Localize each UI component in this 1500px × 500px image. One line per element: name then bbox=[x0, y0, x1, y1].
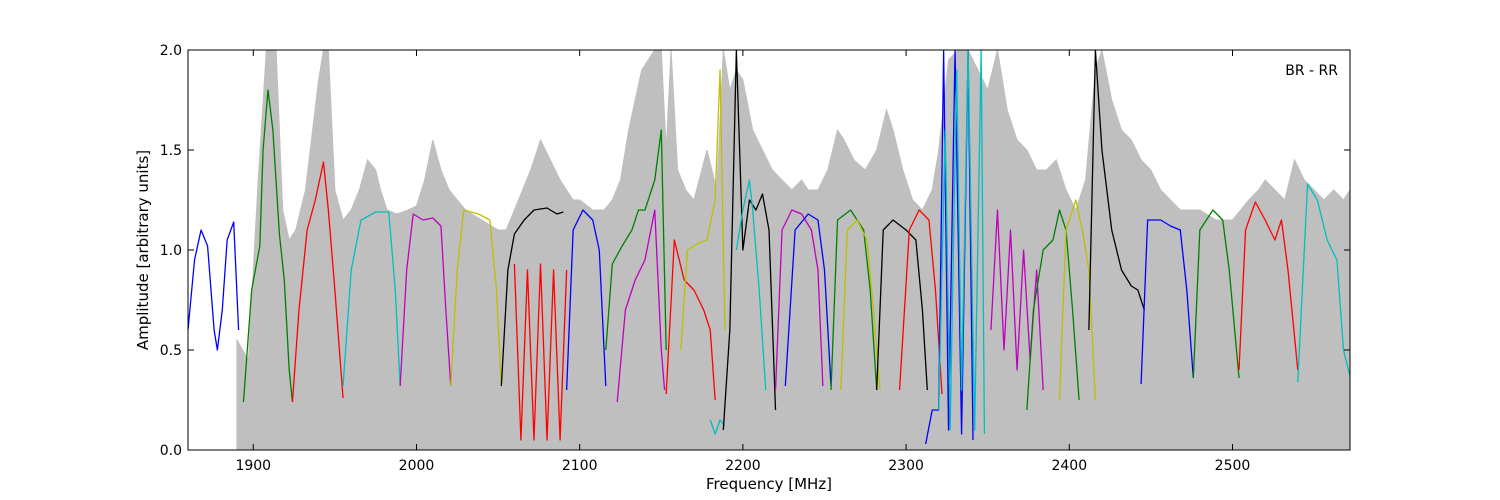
series-line-28-0 bbox=[1140, 219, 1194, 385]
series-line-7-0 bbox=[513, 263, 568, 441]
x-axis: 1900 2000 2100 2200 2300 2400 2500 bbox=[235, 50, 1250, 474]
series-line-3-0 bbox=[342, 211, 401, 387]
series-line-4-0 bbox=[399, 213, 452, 387]
series-line-27-0 bbox=[1088, 50, 1145, 331]
series-line-16-0 bbox=[774, 209, 824, 391]
series-line-29-0 bbox=[1192, 209, 1240, 379]
x-tick-label: 2500 bbox=[1215, 458, 1251, 474]
series-line-31-0 bbox=[1297, 183, 1350, 383]
y-tick-label: 1.0 bbox=[160, 243, 182, 259]
series-line-6-0 bbox=[500, 207, 564, 387]
series-group bbox=[188, 50, 1350, 445]
series-line-11-0 bbox=[665, 239, 716, 401]
x-tick-label: 2200 bbox=[725, 458, 761, 474]
x-tick-label: 1900 bbox=[235, 458, 271, 474]
series-line-14-0 bbox=[722, 50, 777, 431]
y-axis: 0.0 0.5 1.0 1.5 2.0 bbox=[160, 43, 1350, 459]
x-tick-label: 2100 bbox=[562, 458, 598, 474]
x-tick-label: 2000 bbox=[399, 458, 435, 474]
series-line-19-0 bbox=[840, 219, 881, 391]
series-line-8-0 bbox=[565, 209, 607, 391]
series-line-5-0 bbox=[450, 209, 502, 387]
x-axis-label: Frequency [MHz] bbox=[706, 475, 832, 493]
y-tick-label: 1.5 bbox=[160, 143, 182, 159]
y-tick-label: 0.0 bbox=[160, 443, 182, 459]
x-tick-label: 2300 bbox=[888, 458, 924, 474]
series-line-23-0 bbox=[938, 50, 986, 435]
x-tick-label: 2400 bbox=[1051, 458, 1087, 474]
y-axis-label: Amplitude [arbitrary units] bbox=[134, 150, 152, 350]
series-line-10-0 bbox=[616, 209, 666, 403]
series-line-9-0 bbox=[605, 129, 667, 351]
series-line-2-0 bbox=[291, 161, 344, 403]
series-line-1-0 bbox=[242, 89, 294, 403]
y-tick-label: 2.0 bbox=[160, 43, 182, 59]
annotation-label: BR - RR bbox=[1285, 63, 1338, 79]
series-line-21-0 bbox=[898, 209, 943, 395]
plot-area bbox=[188, 50, 1350, 450]
series-line-12-0 bbox=[680, 69, 726, 351]
series-line-30-0 bbox=[1238, 201, 1299, 371]
y-tick-label: 0.5 bbox=[160, 343, 182, 359]
series-line-15-0 bbox=[735, 179, 767, 391]
series-line-17-0 bbox=[784, 213, 832, 387]
series-line-0-0 bbox=[188, 221, 240, 351]
series-line-13-0 bbox=[709, 419, 726, 435]
series-line-25-0 bbox=[1026, 209, 1080, 411]
series-line-20-0 bbox=[876, 219, 928, 391]
